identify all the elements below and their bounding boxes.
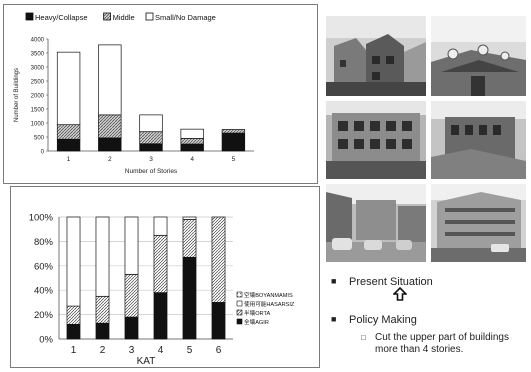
chart-damage-by-stories-svg: Heavy/Collapse Middle Small/No Damage 0 500 1… [14, 12, 254, 175]
legend-label: Middle [113, 13, 135, 22]
x-tick-label: 1 [71, 345, 77, 356]
x-tick-label: 4 [158, 345, 164, 356]
bar-segment [124, 216, 139, 275]
legend-swatch [145, 12, 154, 21]
photo-street-rooftops [326, 16, 426, 96]
photo-brick-building-image [431, 101, 526, 179]
y-tick-label: 3000 [31, 66, 45, 72]
bar-segment [211, 216, 226, 303]
legend-swatch [103, 12, 111, 21]
y-tick-label: 60% [34, 261, 54, 272]
legend-label: 半壊ORTA [244, 309, 270, 317]
bullet-marker: ■ [331, 276, 337, 286]
bar-segment [153, 292, 168, 340]
x-axis-label: Number of Stories [125, 168, 178, 175]
bar-segment [211, 302, 226, 340]
chart-damage-percent-by-kat-svg: 0% 20% 40% 60% 80% 100% 1 2 3 4 5 6 KAT 空壊BOYANMAMIS使… [29, 213, 295, 368]
x-tick-label: 6 [216, 345, 222, 356]
bar-segment [182, 216, 197, 220]
bar-segment [139, 114, 163, 133]
bar-segment [56, 138, 81, 152]
photo-corner-building [431, 184, 526, 262]
bar-segment [56, 124, 81, 140]
legend-label: Heavy/Collapse [35, 13, 88, 22]
legend-label: 空壊BOYANMAMIS [244, 291, 293, 299]
bar-segment [180, 138, 204, 145]
y-tick-label: 1500 [31, 108, 45, 114]
y-tick-label: 2500 [31, 80, 45, 86]
bullet-list: ■ Present Situation ■ Policy Making □ Cu… [331, 274, 527, 366]
bar-segment [66, 216, 81, 307]
y-tick-label: 0 [41, 150, 45, 156]
photo-satellite-dishes-image [431, 16, 526, 96]
y-tick-label: 40% [34, 286, 54, 297]
y-tick-label: 3500 [31, 52, 45, 58]
bar-segment [182, 256, 197, 340]
bar-segment [98, 137, 122, 152]
x-tick-label: 3 [129, 345, 135, 356]
x-tick-label: 4 [190, 156, 194, 163]
bar-segment [221, 129, 246, 134]
legend-swatch [236, 318, 243, 325]
x-tick-label: 5 [232, 156, 236, 163]
legend-label: 全壊AGIR [244, 318, 269, 326]
x-tick-label: 5 [187, 345, 193, 356]
bar-segment [182, 219, 197, 258]
y-axis-label: Number of Buildings [14, 68, 20, 122]
legend-swatch [236, 309, 243, 316]
bar-segment [95, 295, 110, 324]
legend-label: Small/No Damage [155, 13, 216, 22]
y-tick-label: 80% [34, 237, 54, 248]
bar-segment [139, 143, 163, 152]
bar-segment [66, 324, 81, 340]
bar-segment [124, 316, 139, 340]
bullet-text: Policy Making [349, 314, 417, 326]
photo-street-rooftops-image [326, 16, 426, 96]
y-tick-label: 100% [29, 213, 54, 224]
bar-segment [98, 44, 122, 116]
photo-satellite-dishes [431, 16, 526, 96]
y-tick-label: 2000 [31, 94, 45, 100]
bar-segment [124, 273, 139, 318]
y-tick-label: 0% [39, 335, 53, 346]
bar-segment [180, 128, 204, 139]
legend-swatch [25, 12, 34, 21]
photo-street-cars-image [326, 184, 426, 262]
y-tick-label: 4000 [31, 38, 45, 44]
bullet-text: Present Situation [349, 276, 433, 288]
sub-bullet-marker: □ [361, 333, 366, 342]
photo-apartment-facade-image [326, 101, 426, 179]
legend-swatch [236, 300, 243, 307]
x-tick-label: 1 [67, 156, 71, 163]
x-tick-label: 2 [108, 156, 112, 163]
photo-corner-building-image [431, 184, 526, 262]
chart-damage-by-stories: Heavy/Collapse Middle Small/No Damage 0 500 1… [3, 4, 318, 184]
photo-street-cars [326, 184, 426, 262]
bar-segment [153, 234, 168, 293]
bar-segment [98, 114, 122, 139]
bar-segment [180, 143, 204, 152]
y-tick-label: 1000 [31, 122, 45, 128]
photo-apartment-facade [326, 101, 426, 179]
bar-segment [95, 322, 110, 340]
x-axis-label: KAT [137, 356, 156, 367]
photo-brick-building [431, 101, 526, 179]
bar-segment [66, 305, 81, 325]
bar-segment [221, 132, 246, 152]
bullet-marker: ■ [331, 314, 337, 324]
bar-segment [139, 131, 163, 145]
arrow-up-icon [393, 287, 407, 301]
bar-segment [95, 216, 110, 297]
bar-segment [153, 216, 168, 236]
x-tick-label: 3 [149, 156, 153, 163]
legend-swatch [236, 291, 243, 298]
sub-bullet-text: Cut the upper part of buildings more tha… [375, 332, 509, 355]
bar-segment [56, 51, 81, 126]
legend-label: 使用可能HASARSIZ [244, 300, 295, 308]
x-tick-label: 2 [100, 345, 106, 356]
y-tick-label: 20% [34, 310, 54, 321]
y-tick-label: 500 [34, 136, 45, 142]
chart-damage-percent-by-kat: 0% 20% 40% 60% 80% 100% 1 2 3 4 5 6 KAT 空壊BOYANMAMIS 使… [10, 186, 320, 368]
